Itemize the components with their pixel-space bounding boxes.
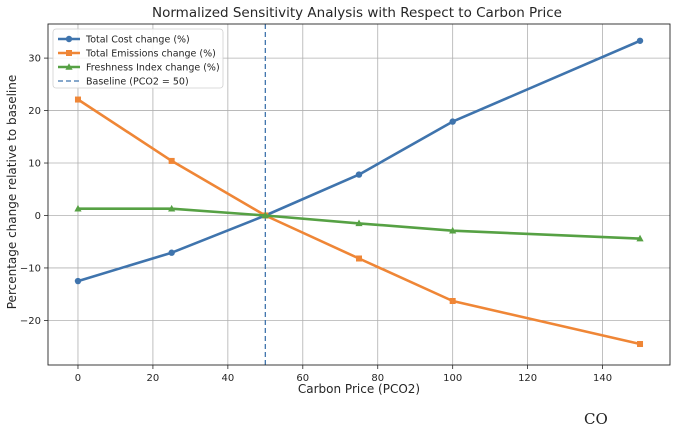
y-tick-label: −20 [20, 316, 41, 327]
y-tick-label: 20 [28, 106, 41, 117]
x-tick-label: 140 [593, 373, 612, 384]
x-tick-label: 40 [221, 373, 234, 384]
series-group [74, 37, 644, 285]
y-axis-label: Percentage change relative to baseline [5, 75, 19, 310]
data-point [637, 341, 644, 348]
legend-label: Freshness Index change (%) [86, 63, 220, 74]
y-tick-label: −10 [20, 263, 41, 274]
legend-marker [65, 63, 73, 70]
data-point [74, 204, 82, 212]
series-line [78, 207, 641, 240]
legend-label: Baseline (PCO2 = 50) [86, 77, 189, 88]
data-point [261, 211, 269, 219]
data-point [74, 96, 81, 103]
legend-marker [66, 50, 72, 56]
x-tick-label: 0 [75, 373, 81, 384]
data-point [449, 226, 457, 234]
y-tick-label: 10 [28, 159, 41, 170]
x-tick-label: 20 [147, 373, 160, 384]
x-tick-label: 100 [443, 373, 462, 384]
y-tick-label: 30 [28, 54, 41, 65]
series-line [77, 39, 641, 283]
x-tick-label: 80 [371, 373, 384, 384]
data-point [636, 37, 644, 44]
data-point [355, 219, 363, 227]
data-point [636, 234, 644, 242]
axis-ticks: 0 20 40 60 80 100 120 140 −20 −10 0 10 20 30 [20, 54, 612, 384]
data-point [449, 297, 456, 304]
x-tick-label: 60 [296, 373, 309, 384]
legend-label: Total Emissions change (%) [85, 49, 216, 60]
plot-frame [47, 23, 671, 366]
x-tick-label: 120 [518, 373, 537, 384]
legend-label: Total Cost change (%) [85, 35, 190, 46]
data-point [74, 277, 82, 285]
legend-entry: Total Emissions change (%) [58, 49, 216, 60]
legend-entry: Freshness Index change (%) [58, 63, 220, 74]
data-point [355, 171, 363, 178]
data-point [168, 157, 175, 164]
data-point [168, 204, 176, 212]
legend-box [52, 28, 224, 89]
corner-text: CO [584, 410, 608, 426]
legend-marker [65, 35, 73, 43]
x-axis-label: Carbon Price (PCO2) [298, 382, 420, 396]
series-line [77, 98, 641, 346]
grid-lines [48, 24, 670, 365]
data-point [168, 249, 175, 256]
legend-entry: Total Cost change (%) [58, 35, 190, 46]
chart-title: Normalized Sensitivity Analysis with Res… [152, 5, 562, 21]
data-point [449, 118, 456, 125]
series-group [74, 204, 644, 242]
legend: Total Cost change (%) Total Emissions cha… [52, 28, 224, 89]
data-point [356, 255, 362, 262]
series-layer [74, 37, 644, 348]
legend-entry: Baseline (PCO2 = 50) [58, 77, 189, 88]
y-tick-label: 0 [35, 211, 41, 222]
